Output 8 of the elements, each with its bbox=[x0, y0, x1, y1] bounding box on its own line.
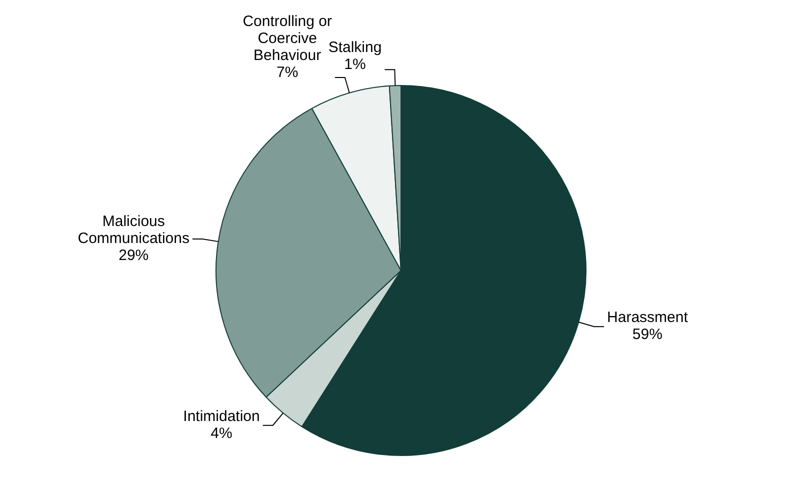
slice-label: Intimidation bbox=[183, 408, 260, 426]
data-label: 1% bbox=[344, 56, 366, 74]
data-label: 7% bbox=[276, 64, 298, 82]
data-label: 4% bbox=[210, 425, 232, 442]
slice-label: Malicious Communications bbox=[78, 213, 190, 248]
data-label: 59% bbox=[632, 326, 662, 344]
slice-label: Harassment bbox=[607, 309, 689, 326]
data-label: 29% bbox=[118, 247, 149, 264]
